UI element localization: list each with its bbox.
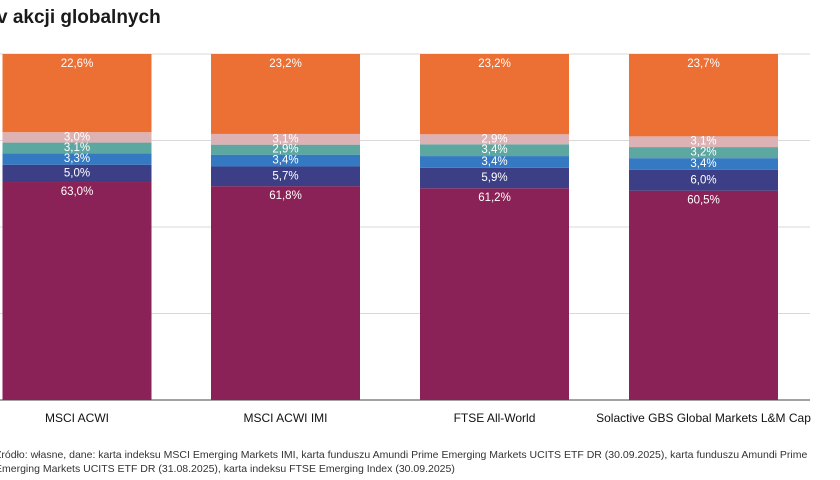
data-label: 3,0% (64, 131, 90, 143)
bar-segment (211, 144, 360, 155)
data-label: 23,7% (687, 58, 720, 70)
data-label: 2,9% (272, 144, 298, 156)
data-label: 5,9% (481, 172, 507, 184)
category-label: Solactive GBS Global Markets L&M Cap (596, 411, 811, 425)
bar-segment (629, 147, 778, 159)
bar-segment (211, 186, 360, 400)
data-label: 6,0% (690, 174, 716, 186)
bar-segment (629, 169, 778, 191)
bar-segment (2, 132, 152, 143)
bar-segment (211, 166, 360, 187)
category-label: MSCI ACWI IMI (244, 411, 328, 425)
bar-segment (629, 190, 778, 400)
data-label: 5,7% (272, 170, 298, 182)
bar-segment (420, 156, 569, 168)
chart-title: v akcji globalnych (0, 7, 161, 28)
bar-segment (629, 136, 778, 148)
source-note: Źródło: własne, dane: karta indeksu MSCI… (0, 448, 815, 476)
bar-segment (420, 54, 569, 135)
data-label: 3,1% (690, 136, 716, 148)
data-label: 3,3% (64, 153, 90, 165)
bar-segment (420, 144, 569, 157)
data-label: 3,4% (481, 156, 507, 168)
data-label: 5,0% (64, 167, 90, 179)
category-label: MSCI ACWI (45, 411, 109, 425)
bar-segment (211, 154, 360, 167)
data-label: 3,4% (481, 144, 507, 156)
data-label: 3,1% (64, 142, 90, 154)
bar-segment (211, 54, 360, 134)
data-label: 3,1% (272, 133, 298, 145)
data-label: 3,4% (272, 155, 298, 167)
data-label: 61,2% (478, 192, 511, 204)
bar-segment (420, 188, 569, 400)
data-labels: 63,0%5,0%3,3%3,1%3,0%22,6%61,8%5,7%3,4%2… (61, 58, 720, 207)
bars (2, 54, 778, 400)
source-line-2: Emerging Markets UCITS ETF DR (31.08.202… (0, 463, 455, 475)
bar-segment (2, 153, 152, 165)
bar-segment (2, 182, 152, 400)
bar-segment (629, 158, 778, 170)
data-label: 22,6% (61, 58, 94, 70)
category-label: FTSE All-World (454, 411, 536, 425)
category-labels: MSCI ACWI MSCI ACWI IMI FTSE All-World Sola… (45, 411, 811, 425)
data-label: 60,5% (687, 195, 720, 207)
bar-segment (2, 54, 152, 133)
data-label: 63,0% (61, 186, 94, 198)
bar-segment (629, 54, 778, 137)
data-label: 23,2% (478, 58, 511, 70)
bar-segment (211, 133, 360, 145)
data-label: 3,4% (690, 158, 716, 170)
data-label: 61,8% (269, 190, 302, 202)
data-label: 2,9% (481, 133, 507, 145)
bar-segment (2, 142, 152, 154)
source-line-1: Źródło: własne, dane: karta indeksu MSCI… (0, 449, 808, 461)
data-label: 3,2% (690, 147, 716, 159)
bar-segment (2, 164, 152, 183)
bar-segment (420, 134, 569, 145)
bar-segment (420, 167, 569, 189)
data-label: 23,2% (269, 58, 302, 70)
